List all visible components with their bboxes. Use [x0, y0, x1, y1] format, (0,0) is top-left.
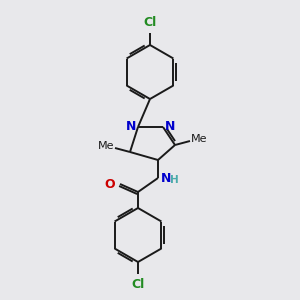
Text: Cl: Cl: [131, 278, 145, 291]
Text: Me: Me: [98, 141, 114, 151]
Text: Cl: Cl: [143, 16, 157, 29]
Text: O: O: [104, 178, 115, 190]
Text: N: N: [165, 121, 175, 134]
Text: N: N: [161, 172, 171, 184]
Text: H: H: [170, 175, 179, 185]
Text: Me: Me: [191, 134, 208, 144]
Text: N: N: [126, 121, 136, 134]
